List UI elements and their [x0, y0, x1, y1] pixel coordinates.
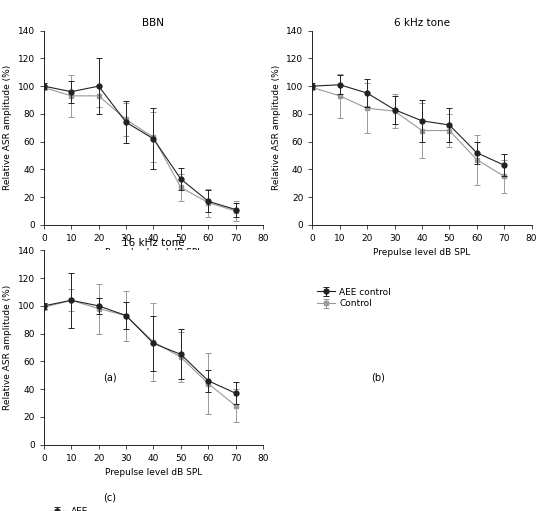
X-axis label: Prepulse level dB SPL: Prepulse level dB SPL [105, 468, 202, 477]
Text: (c): (c) [103, 493, 116, 503]
Title: 6 kHz tone: 6 kHz tone [394, 18, 450, 29]
Title: 16 kHz tone: 16 kHz tone [122, 238, 185, 248]
Title: BBN: BBN [142, 18, 164, 29]
Legend: AEE control, Control: AEE control, Control [48, 288, 123, 308]
Text: (a): (a) [103, 373, 116, 383]
Y-axis label: Relative ASR amplitude (%): Relative ASR amplitude (%) [3, 285, 12, 410]
Y-axis label: Relative ASR amplitude (%): Relative ASR amplitude (%) [3, 65, 12, 191]
Text: (b): (b) [371, 373, 385, 383]
Legend: AEE, Control: AEE, Control [48, 507, 104, 511]
Y-axis label: Relative ASR amplitude (%): Relative ASR amplitude (%) [271, 65, 281, 191]
X-axis label: Prepulse level dB SPL: Prepulse level dB SPL [373, 248, 471, 258]
Legend: AEE control, Control: AEE control, Control [317, 288, 391, 308]
X-axis label: Prepulse level dB SPL: Prepulse level dB SPL [105, 248, 202, 258]
